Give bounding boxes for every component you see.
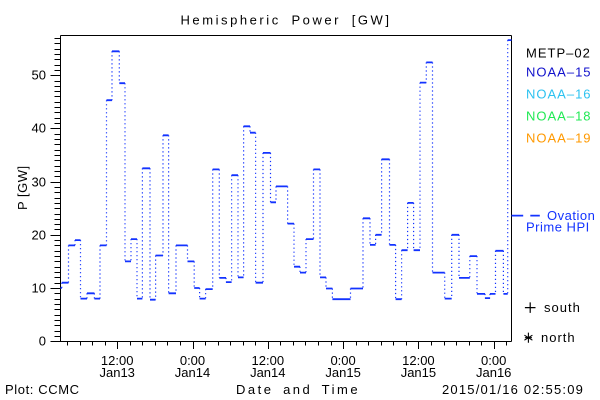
svg-text:2015/01/16 02:55:09: 2015/01/16 02:55:09 [442,382,584,397]
svg-text:north: north [541,330,576,345]
svg-text:Jan14: Jan14 [250,365,285,380]
svg-text:Jan15: Jan15 [401,365,436,380]
svg-text:NOAA–16: NOAA–16 [526,86,592,101]
svg-text:Jan14: Jan14 [175,365,210,380]
svg-text:Plot: CCMC: Plot: CCMC [5,382,80,397]
svg-text:Date and Time: Date and Time [236,382,360,397]
svg-text:20: 20 [32,228,46,243]
svg-text:Jan13: Jan13 [99,365,134,380]
svg-text:40: 40 [32,121,46,136]
svg-text:0:00: 0:00 [330,353,355,368]
svg-text:12:00: 12:00 [101,353,134,368]
svg-text:0:00: 0:00 [180,353,205,368]
svg-text:south: south [544,300,581,315]
svg-text:0: 0 [39,334,46,349]
svg-text:NOAA–18: NOAA–18 [526,109,592,124]
svg-text:Jan16: Jan16 [476,365,511,380]
svg-text:Hemispheric Power [GW]: Hemispheric Power [GW] [180,13,391,28]
svg-text:Jan15: Jan15 [325,365,360,380]
svg-text:12:00: 12:00 [252,353,285,368]
svg-text:30: 30 [32,175,46,190]
svg-text:NOAA–15: NOAA–15 [526,65,592,80]
svg-text:0:00: 0:00 [481,353,506,368]
svg-text:METP–02: METP–02 [526,46,591,61]
svg-text:P [GW]: P [GW] [15,165,30,210]
svg-text:NOAA–19: NOAA–19 [526,131,592,146]
svg-text:Prime HPI: Prime HPI [526,220,590,235]
svg-text:50: 50 [32,68,46,83]
svg-text:10: 10 [32,281,46,296]
svg-text:Ovation: Ovation [547,208,595,223]
svg-text:12:00: 12:00 [402,353,435,368]
